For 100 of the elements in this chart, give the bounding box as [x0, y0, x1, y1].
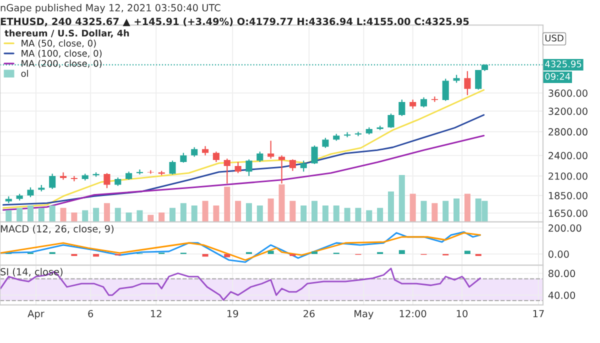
bar — [278, 184, 285, 222]
legend-label: MA (50, close, 0) — [22, 40, 96, 48]
candlestick — [420, 96, 428, 108]
y-tick-label: 2100.00 — [548, 172, 588, 180]
candlestick — [212, 151, 220, 163]
bar — [410, 194, 416, 222]
bar — [27, 206, 34, 222]
x-tick-label: 12:00 — [400, 310, 426, 318]
text: USD — [545, 34, 564, 42]
bar — [454, 198, 460, 222]
bar — [82, 210, 88, 222]
candlestick — [322, 137, 329, 148]
bar — [333, 206, 340, 222]
x-tick-label: Apr — [28, 310, 44, 320]
bar — [136, 210, 143, 222]
bar — [126, 212, 132, 222]
bar — [60, 208, 66, 222]
bar — [71, 212, 78, 222]
candlestick — [49, 173, 56, 190]
bar — [432, 203, 438, 222]
x-tick-label: 10 — [456, 310, 468, 318]
bar — [420, 200, 427, 222]
candlestick — [300, 160, 307, 172]
candlestick — [169, 160, 176, 176]
candlestick — [388, 113, 394, 128]
bar — [464, 194, 470, 222]
bar — [442, 200, 449, 222]
bar — [322, 206, 328, 222]
line-series — [2, 89, 485, 209]
text: 09:24 — [545, 73, 570, 80]
candlestick — [278, 154, 286, 184]
candlestick — [311, 144, 318, 165]
x-tick-label: 19 — [227, 310, 238, 318]
candlestick — [104, 172, 110, 189]
bar — [246, 203, 252, 222]
y-tick-label: 3200.00 — [548, 108, 588, 115]
x-tick-label: 26 — [304, 310, 315, 318]
candlestick — [475, 69, 482, 90]
ref-line-label: 4325.95 — [545, 60, 582, 68]
x-tick-label: 12 — [151, 310, 162, 318]
legend-title: thereum / U.S. Dollar, 4h — [4, 30, 129, 38]
x-tick-label: 6 — [88, 310, 94, 318]
legend-label: ol — [21, 70, 28, 77]
candlestick — [354, 131, 362, 137]
bar — [6, 210, 12, 222]
bar — [398, 175, 405, 222]
bar — [388, 191, 394, 222]
bar — [180, 203, 186, 222]
bar — [268, 198, 274, 222]
bar — [312, 200, 318, 222]
bar — [256, 206, 263, 222]
bar — [344, 208, 350, 222]
legend-label: MA (200, close, 0) — [22, 60, 102, 68]
candlestick — [191, 146, 198, 158]
candlestick — [344, 132, 351, 138]
candlestick — [268, 140, 274, 160]
bar — [300, 206, 307, 222]
candlestick — [27, 186, 34, 198]
y-tick-label: 200.00 — [548, 224, 582, 232]
y-tick-label: 2400.00 — [548, 152, 588, 160]
candlestick — [246, 158, 252, 177]
y-tick-label: 1650.00 — [548, 210, 588, 217]
candlestick — [60, 172, 67, 180]
candlestick — [202, 146, 209, 156]
chart-subtitle: ETHUSD, 240 4325.67 ▲ +145.91 (+3.49%) O:4179.77 H:4336.94 L:4155.00 C:4325.95 — [0, 18, 469, 26]
bar — [93, 208, 100, 222]
candlestick — [464, 70, 471, 96]
chart-title: MACD (12, 26, close, 9) — [0, 224, 114, 234]
candlestick — [289, 158, 296, 172]
line-series — [0, 268, 481, 301]
bar — [235, 200, 242, 222]
bar — [355, 208, 362, 222]
candlestick — [234, 161, 242, 174]
bar — [224, 186, 230, 222]
bar — [290, 200, 296, 222]
bar — [213, 206, 220, 222]
candlestick — [398, 99, 406, 117]
y-tick-label: 3600.00 — [548, 90, 588, 97]
y-tick-label: 80.00 — [548, 270, 576, 278]
bar — [158, 212, 165, 222]
x-tick-label: May — [354, 310, 374, 320]
bar — [366, 210, 372, 222]
y-tick-label: 2800.00 — [548, 128, 588, 136]
bar — [202, 200, 208, 222]
bar — [148, 214, 154, 222]
candlestick — [224, 158, 230, 184]
candlestick — [410, 99, 416, 110]
legend-label: MA (100, close, 0) — [22, 50, 102, 58]
bar — [377, 208, 384, 222]
chart-title: SI (14, close) — [0, 268, 62, 277]
candlestick — [442, 78, 449, 102]
chart-title: nGape published May 12, 2021 03:50:40 UTC — [0, 4, 220, 14]
y-tick-label: 0.00 — [548, 250, 569, 258]
bar — [104, 203, 110, 222]
y-tick-label: 1850.00 — [548, 192, 588, 200]
bar — [49, 206, 56, 222]
x-tick-label: 17 — [533, 310, 544, 318]
candlestick — [180, 152, 187, 164]
bar — [170, 208, 176, 222]
line-series — [2, 114, 485, 206]
